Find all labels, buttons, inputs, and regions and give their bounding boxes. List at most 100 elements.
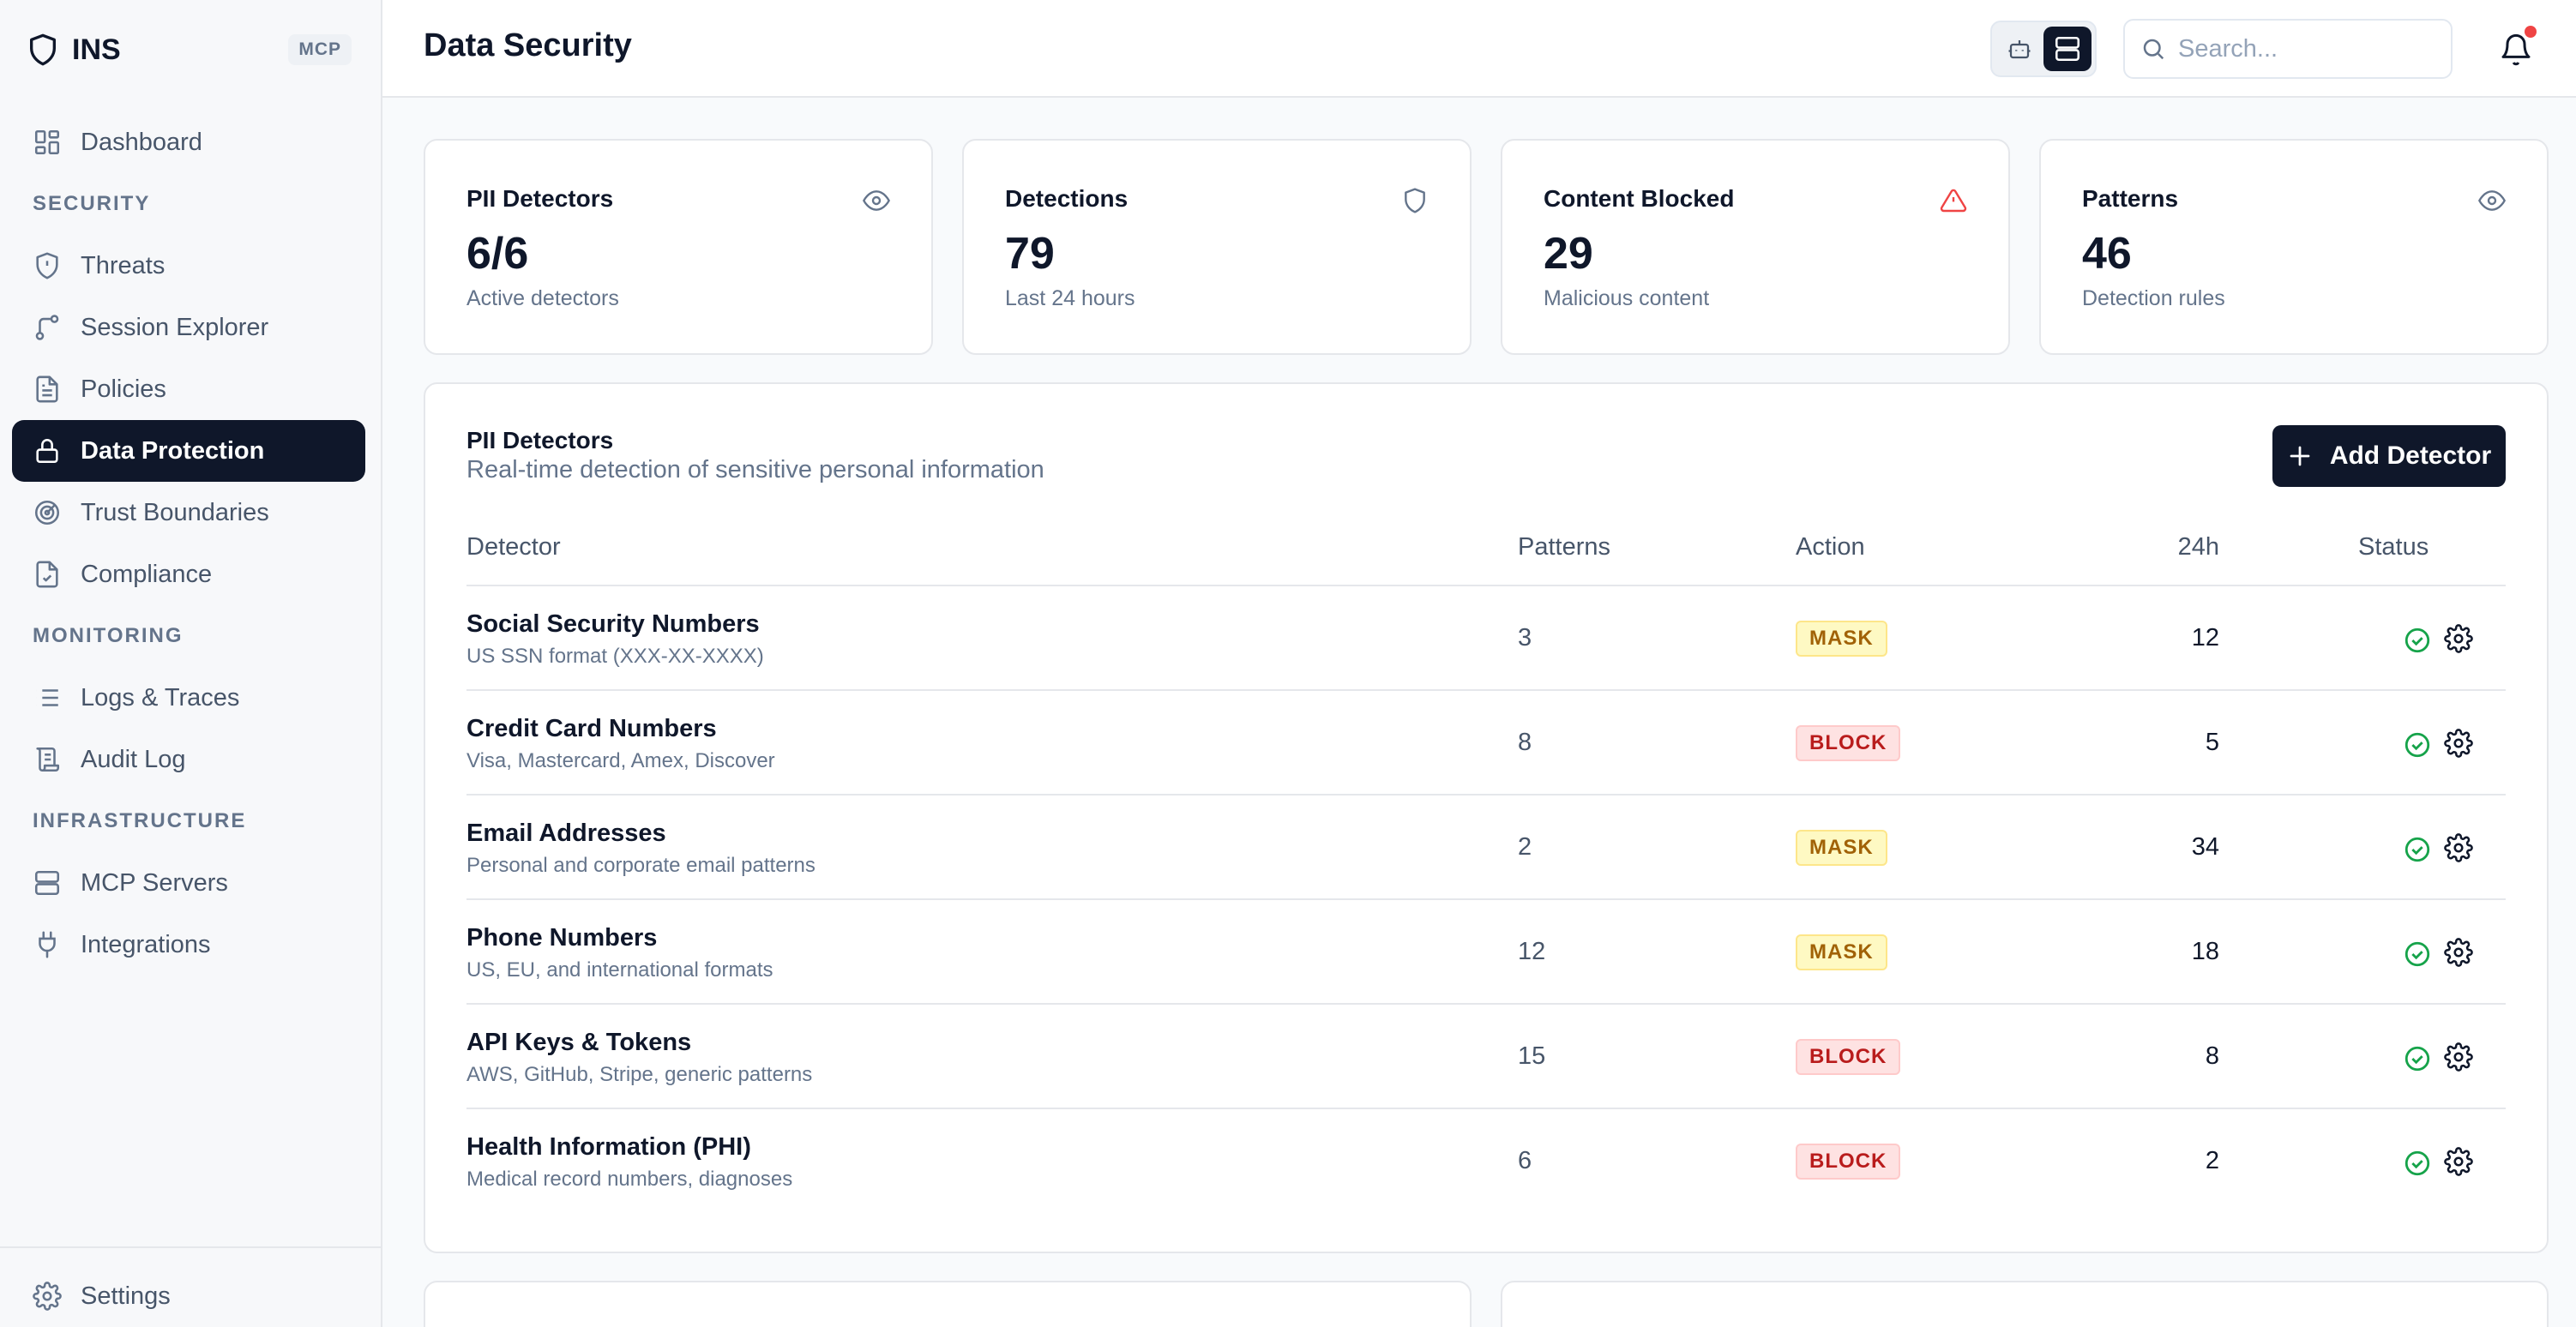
detector-name: Health Information (PHI) bbox=[466, 1133, 751, 1161]
action-badge: MASK bbox=[1796, 830, 1887, 866]
gear-icon[interactable] bbox=[2444, 624, 2473, 653]
eye-icon bbox=[2478, 187, 2506, 214]
sidebar-item-mcp-servers[interactable]: MCP Servers bbox=[12, 852, 365, 914]
sidebar-item-policies[interactable]: Policies bbox=[12, 358, 365, 420]
stat-card-patterns: Patterns 46 Detection rules bbox=[2039, 139, 2549, 355]
bottom-card-right bbox=[1501, 1281, 2549, 1327]
detector-name: Email Addresses bbox=[466, 820, 666, 847]
table-row[interactable]: Social Security Numbers US SSN format (X… bbox=[466, 586, 2506, 691]
sidebar-item-label: Audit Log bbox=[81, 745, 186, 773]
stat-value: 6/6 bbox=[466, 229, 529, 279]
column-header-patterns[interactable]: Patterns bbox=[1518, 533, 1610, 561]
sidebar-item-threats[interactable]: Threats bbox=[12, 235, 365, 297]
check-circle-icon bbox=[2403, 626, 2432, 655]
pattern-count: 15 bbox=[1518, 1042, 1546, 1070]
sidebar-item-audit-log[interactable]: Audit Log bbox=[12, 729, 365, 790]
sidebar-item-label: Dashboard bbox=[81, 128, 202, 156]
detector-desc: AWS, GitHub, Stripe, generic patterns bbox=[466, 1063, 813, 1086]
page-title: Data Security bbox=[424, 27, 632, 63]
shield-logo-icon bbox=[26, 33, 60, 67]
server-icon bbox=[2053, 34, 2082, 63]
view-toggle bbox=[1990, 21, 2097, 77]
sidebar-item-trust-boundaries[interactable]: Trust Boundaries bbox=[12, 482, 365, 543]
column-header-detector[interactable]: Detector bbox=[466, 533, 561, 561]
check-circle-icon bbox=[2403, 1044, 2432, 1073]
detections-24h: 8 bbox=[2205, 1042, 2219, 1070]
pattern-count: 6 bbox=[1518, 1147, 1532, 1174]
pii-detectors-panel: PII Detectors Real-time detection of sen… bbox=[424, 382, 2549, 1253]
stat-value: 79 bbox=[1005, 229, 1055, 279]
sidebar-item-label: Integrations bbox=[81, 930, 211, 958]
nav-section-infrastructure: INFRASTRUCTURE bbox=[33, 809, 247, 832]
detections-24h: 5 bbox=[2205, 729, 2219, 756]
dashboard-icon bbox=[33, 128, 62, 157]
sidebar-nav: Dashboard SECURITY Threats Session Explo… bbox=[12, 111, 365, 976]
search-input[interactable] bbox=[2178, 34, 2435, 63]
sidebar-item-settings[interactable]: Settings bbox=[12, 1265, 365, 1327]
detector-desc: Visa, Mastercard, Amex, Discover bbox=[466, 749, 775, 772]
detections-24h: 34 bbox=[2191, 833, 2219, 861]
plus-icon bbox=[2287, 443, 2313, 469]
action-badge: BLOCK bbox=[1796, 1144, 1901, 1180]
eye-icon bbox=[863, 187, 890, 214]
gear-icon[interactable] bbox=[2444, 938, 2473, 967]
table-row[interactable]: Email Addresses Personal and corporate e… bbox=[466, 796, 2506, 900]
check-circle-icon bbox=[2403, 940, 2432, 969]
column-header-status[interactable]: Status bbox=[2358, 533, 2429, 561]
sidebar-item-label: Policies bbox=[81, 375, 166, 403]
detector-name: Credit Card Numbers bbox=[466, 715, 717, 742]
sidebar-item-integrations[interactable]: Integrations bbox=[12, 914, 365, 976]
table-row[interactable]: API Keys & Tokens AWS, GitHub, Stripe, g… bbox=[466, 1005, 2506, 1109]
app-name: INS bbox=[72, 33, 121, 66]
server-view-button[interactable] bbox=[2043, 27, 2091, 71]
detections-24h: 18 bbox=[2191, 938, 2219, 965]
detector-desc: Medical record numbers, diagnoses bbox=[466, 1168, 793, 1191]
table-header: Detector Patterns Action 24h Status bbox=[466, 533, 2506, 586]
stat-value: 46 bbox=[2082, 229, 2132, 279]
git-branch-icon bbox=[33, 313, 62, 342]
search-icon bbox=[2140, 36, 2166, 62]
stat-card-content-blocked: Content Blocked 29 Malicious content bbox=[1501, 139, 2010, 355]
gear-icon[interactable] bbox=[2444, 833, 2473, 862]
gear-icon[interactable] bbox=[2444, 1042, 2473, 1072]
sidebar-item-logs-traces[interactable]: Logs & Traces bbox=[12, 667, 365, 729]
gear-icon[interactable] bbox=[2444, 729, 2473, 758]
sidebar-item-label: Logs & Traces bbox=[81, 683, 240, 712]
check-circle-icon bbox=[2403, 730, 2432, 760]
stat-card-pii-detectors: PII Detectors 6/6 Active detectors bbox=[424, 139, 933, 355]
sidebar-item-label: Session Explorer bbox=[81, 313, 269, 341]
table-row[interactable]: Credit Card Numbers Visa, Mastercard, Am… bbox=[466, 691, 2506, 796]
panel-title: PII Detectors bbox=[466, 427, 614, 453]
pattern-count: 3 bbox=[1518, 624, 1532, 651]
pattern-count: 12 bbox=[1518, 938, 1546, 965]
column-header-24h[interactable]: 24h bbox=[2177, 533, 2219, 561]
add-detector-button[interactable]: Add Detector bbox=[2272, 425, 2506, 487]
sidebar-item-data-protection[interactable]: Data Protection bbox=[12, 420, 365, 482]
stat-value: 29 bbox=[1544, 229, 1593, 279]
sidebar-item-session-explorer[interactable]: Session Explorer bbox=[12, 297, 365, 358]
table-row[interactable]: Health Information (PHI) Medical record … bbox=[466, 1109, 2506, 1214]
add-detector-label: Add Detector bbox=[2329, 441, 2492, 470]
sidebar-item-label: MCP Servers bbox=[81, 868, 228, 897]
nav-section-monitoring: MONITORING bbox=[33, 624, 184, 647]
bell-icon[interactable] bbox=[2499, 33, 2533, 67]
gear-icon[interactable] bbox=[2444, 1147, 2473, 1176]
shield-icon bbox=[1401, 187, 1429, 214]
file-text-icon bbox=[33, 375, 62, 404]
app-tag: MCP bbox=[288, 34, 352, 65]
stat-sub: Active detectors bbox=[466, 286, 619, 310]
column-header-action[interactable]: Action bbox=[1796, 533, 1865, 561]
sidebar-item-label: Threats bbox=[81, 251, 166, 279]
gear-icon bbox=[33, 1282, 62, 1311]
lock-icon bbox=[33, 436, 62, 465]
file-check-icon bbox=[33, 560, 62, 589]
table-row[interactable]: Phone Numbers US, EU, and international … bbox=[466, 900, 2506, 1005]
sidebar-item-compliance[interactable]: Compliance bbox=[12, 543, 365, 605]
brand[interactable]: INS MCP bbox=[26, 26, 352, 74]
agent-view-button[interactable] bbox=[1995, 27, 2043, 71]
action-badge: BLOCK bbox=[1796, 725, 1901, 761]
sidebar-item-dashboard[interactable]: Dashboard bbox=[12, 111, 365, 173]
nav-section-security: SECURITY bbox=[33, 192, 151, 215]
stat-sub: Detection rules bbox=[2082, 286, 2225, 310]
action-badge: MASK bbox=[1796, 934, 1887, 970]
